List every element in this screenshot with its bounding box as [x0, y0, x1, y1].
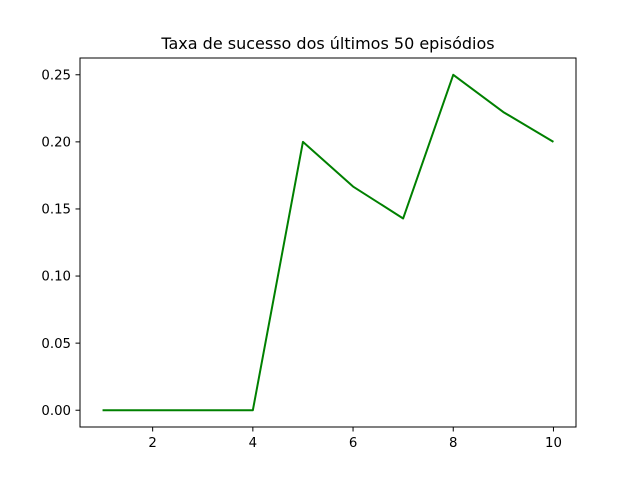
y-tick-label: 0.05	[41, 337, 71, 352]
y-tick-label: 0.15	[41, 203, 71, 218]
y-tick-label: 0.20	[41, 136, 71, 151]
y-tick-label: 0.00	[41, 404, 71, 419]
y-tick-label: 0.25	[41, 68, 71, 83]
chart-title: Taxa de sucesso dos últimos 50 episódios	[160, 34, 494, 53]
plot-area: 2 4 6 8 10 0.00 0.05 0.10 0.15 0.20 0.25	[41, 57, 577, 451]
x-tick-label: 2	[148, 436, 156, 451]
x-tick-label: 8	[449, 436, 457, 451]
x-tick-label: 4	[249, 436, 257, 451]
y-tick-label: 0.10	[41, 270, 71, 285]
axes-frame	[79, 57, 577, 428]
x-tick-label: 6	[349, 436, 357, 451]
x-tick-label: 10	[545, 436, 562, 451]
series-line-0	[102, 73, 554, 412]
